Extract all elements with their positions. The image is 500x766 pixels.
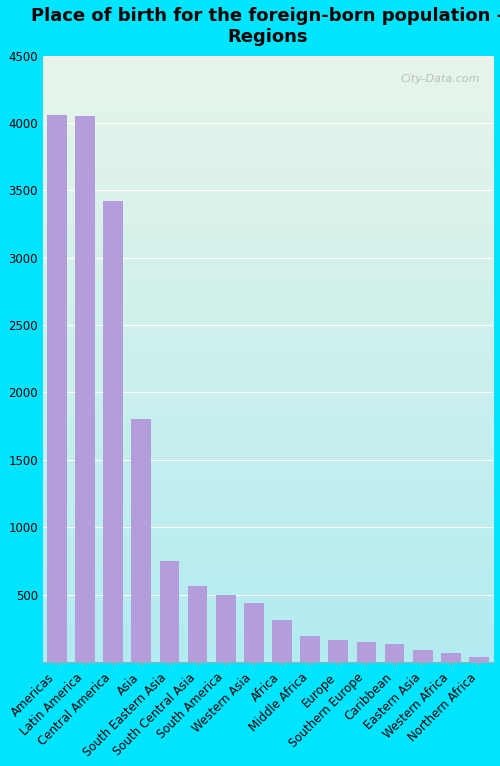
Bar (469, 657, 489, 662)
Text: City-Data.com: City-Data.com (400, 74, 479, 83)
Bar (188, 586, 208, 662)
Bar (272, 620, 292, 662)
Bar (441, 653, 460, 662)
Bar (75, 116, 95, 662)
Bar (384, 644, 404, 662)
Bar (132, 420, 151, 662)
Bar (300, 636, 320, 662)
Bar (413, 650, 432, 662)
Bar (104, 201, 123, 662)
Bar (328, 640, 348, 662)
Title: Place of birth for the foreign-born population -
Regions: Place of birth for the foreign-born popu… (32, 7, 500, 46)
Bar (356, 643, 376, 662)
Bar (47, 115, 66, 662)
Bar (216, 594, 236, 662)
Bar (244, 604, 264, 662)
Bar (160, 561, 180, 662)
